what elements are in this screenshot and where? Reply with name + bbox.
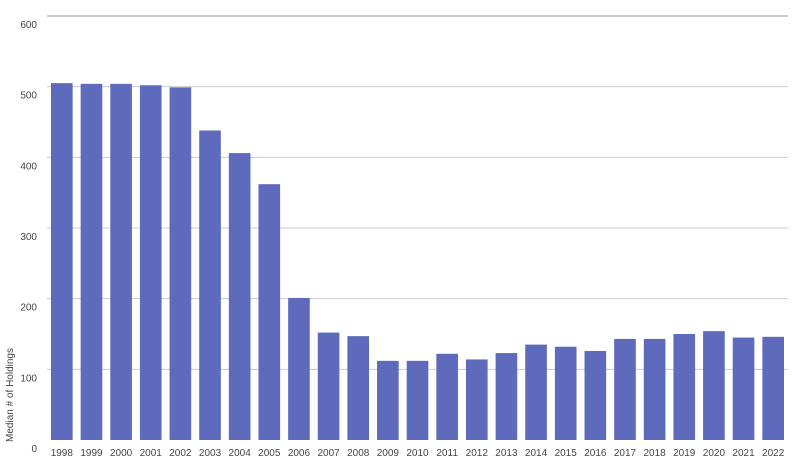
y-tick-label: 100 [20, 373, 37, 384]
bar-2006 [288, 297, 310, 440]
x-tick-label: 2018 [643, 448, 666, 459]
bar-1999 [80, 83, 103, 440]
x-tick-label: 2016 [584, 448, 607, 459]
x-tick-label: 1998 [51, 448, 74, 459]
x-tick-label: 2008 [347, 448, 370, 459]
x-tick-label: 2017 [614, 448, 637, 459]
bar-2014 [525, 344, 547, 440]
bar-2000 [110, 83, 132, 440]
x-tick-label: 2001 [140, 448, 163, 459]
bars [51, 83, 784, 441]
x-tick-label: 2015 [555, 448, 578, 459]
bar-2019 [673, 334, 696, 440]
bar-2016 [584, 350, 607, 440]
x-tick-label: 2009 [377, 448, 400, 459]
bar-2005 [258, 184, 281, 440]
bar-2009 [377, 360, 399, 440]
y-tick-label: 500 [20, 91, 37, 102]
x-axis-ticks: 1998 1999 2000 2001 2002 2003 2004 2005 2006 2007… [51, 448, 785, 459]
bar-2008 [347, 336, 370, 440]
x-tick-label: 2020 [703, 448, 726, 459]
bar-2012 [465, 359, 488, 440]
bar-2010 [406, 360, 429, 440]
bar-2020 [703, 331, 725, 440]
x-tick-label: 2006 [288, 448, 311, 459]
bar-2004 [228, 153, 251, 441]
bar-2018 [643, 338, 666, 440]
bar-1998 [51, 83, 73, 440]
bar-2013 [495, 353, 518, 440]
bar-2017 [614, 338, 636, 440]
bar-2022 [762, 336, 784, 440]
y-tick-label: 300 [20, 232, 37, 243]
x-tick-label: 2010 [406, 448, 429, 459]
x-tick-label: 2002 [169, 448, 192, 459]
y-tick-label: 200 [20, 303, 37, 314]
bar-2021 [732, 337, 755, 440]
x-tick-label: 2014 [525, 448, 548, 459]
bar-2015 [554, 346, 577, 440]
x-tick-label: 2022 [762, 448, 785, 459]
x-tick-label: 2004 [229, 448, 252, 459]
x-tick-label: 1999 [80, 448, 103, 459]
x-tick-label: 2000 [110, 448, 133, 459]
y-tick-label: 0 [31, 444, 37, 455]
y-axis-ticks: 0 100 200 300 400 500 600 [20, 20, 37, 455]
x-tick-label: 2019 [673, 448, 696, 459]
bar-2007 [317, 332, 340, 440]
x-tick-label: 2003 [199, 448, 222, 459]
x-tick-label: 2013 [495, 448, 518, 459]
y-axis-label: Median # of Holdings [5, 348, 16, 442]
x-tick-label: 2021 [732, 448, 755, 459]
y-tick-label: 400 [20, 161, 37, 172]
x-tick-label: 2012 [466, 448, 489, 459]
bar-2001 [139, 85, 162, 441]
bar-2002 [169, 87, 192, 440]
x-tick-label: 2005 [258, 448, 281, 459]
y-tick-label: 600 [20, 20, 37, 31]
bar-2003 [199, 130, 221, 441]
x-tick-label: 2011 [436, 448, 458, 459]
x-tick-label: 2007 [317, 448, 340, 459]
bar-2011 [436, 353, 458, 440]
